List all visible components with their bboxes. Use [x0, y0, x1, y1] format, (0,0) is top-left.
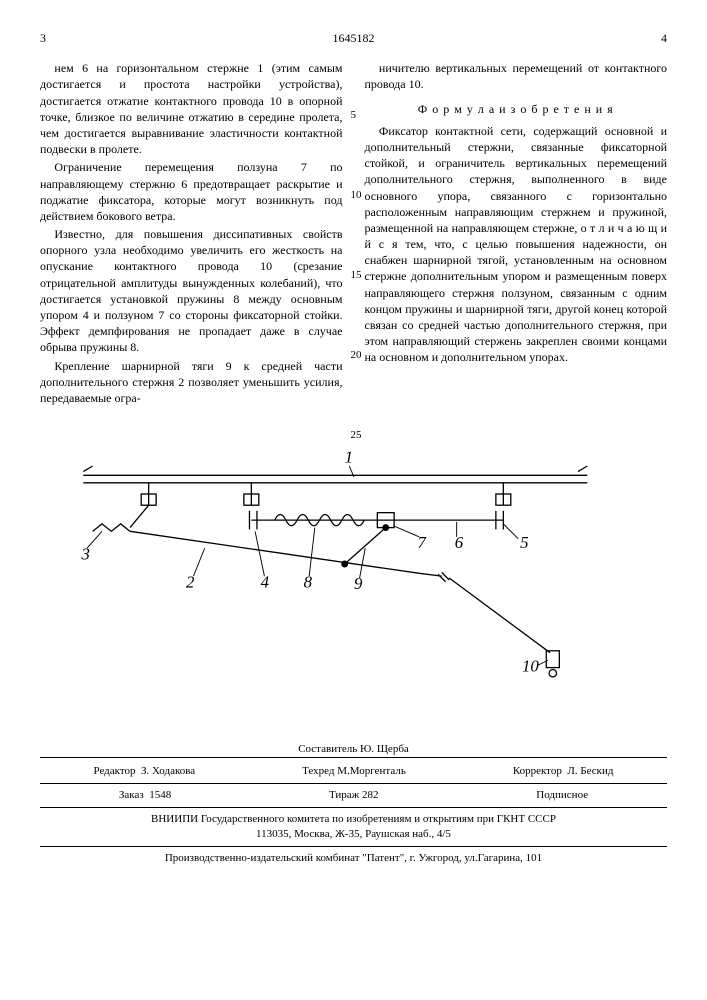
figure-label: 4: [260, 572, 269, 591]
diagram-svg: 1 2 3 4 5 6 7 8 9 10: [64, 438, 644, 718]
paragraph: Известно, для повышения диссипативных св…: [40, 226, 343, 356]
paragraph: нем 6 на горизонтальном стержне 1 (этим …: [40, 60, 343, 157]
subscription: Подписное: [536, 788, 588, 803]
techred: Техред М.Моргенталь: [302, 764, 406, 779]
credits-row: Редактор З. Ходакова Техред М.Моргенталь…: [40, 757, 667, 779]
organization: ВНИИПИ Государственного комитета по изоб…: [40, 812, 667, 842]
page-number-right: 4: [661, 30, 667, 46]
order: Заказ 1548: [119, 788, 171, 803]
line-marker: 25: [351, 428, 362, 443]
figure-label: 5: [520, 533, 528, 552]
meta-row: Заказ 1548 Тираж 282 Подписное: [40, 783, 667, 808]
org-address: 113035, Москва, Ж-35, Раушская наб., 4/5: [40, 827, 667, 842]
document-number: 1645182: [46, 30, 661, 46]
paragraph: ничителю вертикальных перемещений от кон…: [365, 60, 668, 92]
text-columns: нем 6 на горизонтальном стержне 1 (этим …: [40, 60, 667, 408]
org-name: ВНИИПИ Государственного комитета по изоб…: [40, 812, 667, 827]
line-marker: 15: [351, 268, 362, 283]
compiler-name: Ю. Щерба: [360, 743, 409, 755]
right-column: 5 10 15 20 25 ничителю вертикальных пере…: [365, 60, 668, 408]
claims-heading: Ф о р м у л а и з о б р е т е н и я: [365, 101, 668, 117]
footer-block: Составитель Ю. Щерба Редактор З. Ходаков…: [40, 742, 667, 865]
label: Составитель: [298, 743, 357, 755]
tirazh: Тираж 282: [329, 788, 379, 803]
paragraph: Ограничение перемещения ползуна 7 по нап…: [40, 159, 343, 224]
figure-label: 7: [417, 533, 426, 552]
figure-label: 1: [344, 447, 352, 466]
compiler-line: Составитель Ю. Щерба: [40, 742, 667, 757]
corrector: Корректор Л. Бескид: [513, 764, 614, 779]
line-marker: 20: [351, 348, 362, 363]
left-column: нем 6 на горизонтальном стержне 1 (этим …: [40, 60, 343, 408]
patent-figure: 1 2 3 4 5 6 7 8 9 10: [40, 438, 667, 722]
figure-label: 8: [303, 572, 312, 591]
line-marker: 10: [351, 188, 362, 203]
paragraph: Крепление шарнирной тяги 9 к средней час…: [40, 358, 343, 407]
paragraph: Фиксатор контактной сети, содержащий осн…: [365, 123, 668, 366]
figure-label: 6: [454, 533, 463, 552]
line-marker: 5: [351, 108, 357, 123]
printer-line: Производственно-издательский комбинат "П…: [40, 846, 667, 866]
figure-label: 10: [522, 656, 539, 675]
figure-label: 9: [354, 574, 363, 593]
editor: Редактор З. Ходакова: [93, 764, 195, 779]
